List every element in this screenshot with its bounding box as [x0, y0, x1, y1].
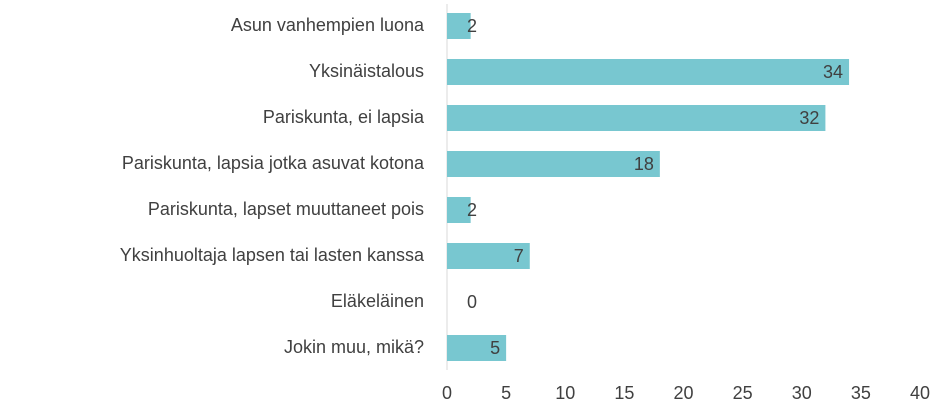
data-label: 32 [799, 108, 819, 128]
bar [447, 335, 507, 361]
bar [447, 151, 660, 177]
data-label: 18 [634, 154, 654, 174]
data-label: 0 [467, 292, 477, 312]
y-tick-label: Pariskunta, lapset muuttaneet pois [148, 199, 424, 219]
bar [447, 105, 826, 131]
data-label: 5 [490, 338, 500, 358]
x-tick-label: 35 [851, 383, 871, 403]
y-tick-label: Yksinhuoltaja lapsen tai lasten kanssa [120, 245, 425, 265]
data-label: 2 [467, 200, 477, 220]
x-tick-label: 10 [555, 383, 575, 403]
bar [447, 59, 850, 85]
data-label: 2 [467, 16, 477, 36]
x-tick-label: 5 [501, 383, 511, 403]
y-tick-label: Eläkeläinen [331, 291, 424, 311]
bar [447, 13, 471, 39]
x-tick-label: 30 [792, 383, 812, 403]
data-label: 7 [514, 246, 524, 266]
y-tick-label: Pariskunta, ei lapsia [263, 107, 425, 127]
x-tick-label: 20 [673, 383, 693, 403]
data-label: 34 [823, 62, 843, 82]
bar [447, 197, 471, 223]
x-tick-label: 0 [442, 383, 452, 403]
bar [447, 243, 530, 269]
x-tick-label: 40 [910, 383, 930, 403]
x-tick-label: 15 [614, 383, 634, 403]
y-tick-label: Yksinäistalous [309, 61, 424, 81]
y-tick-label: Asun vanhempien luona [231, 15, 425, 35]
y-tick-label: Jokin muu, mikä? [284, 337, 424, 357]
y-tick-label: Pariskunta, lapsia jotka asuvat kotona [122, 153, 425, 173]
x-tick-label: 25 [733, 383, 753, 403]
